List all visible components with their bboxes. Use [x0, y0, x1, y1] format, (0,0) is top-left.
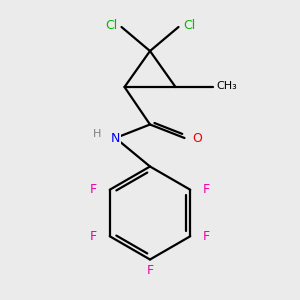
Text: Cl: Cl [105, 19, 117, 32]
Text: H: H [93, 129, 102, 140]
Text: Cl: Cl [183, 19, 195, 32]
Text: F: F [90, 230, 97, 243]
Text: O: O [192, 131, 202, 145]
Text: F: F [90, 183, 97, 196]
Text: N: N [111, 131, 120, 145]
Text: F: F [146, 264, 154, 278]
Text: F: F [203, 230, 210, 243]
Text: CH₃: CH₃ [216, 80, 237, 91]
Text: F: F [203, 183, 210, 196]
